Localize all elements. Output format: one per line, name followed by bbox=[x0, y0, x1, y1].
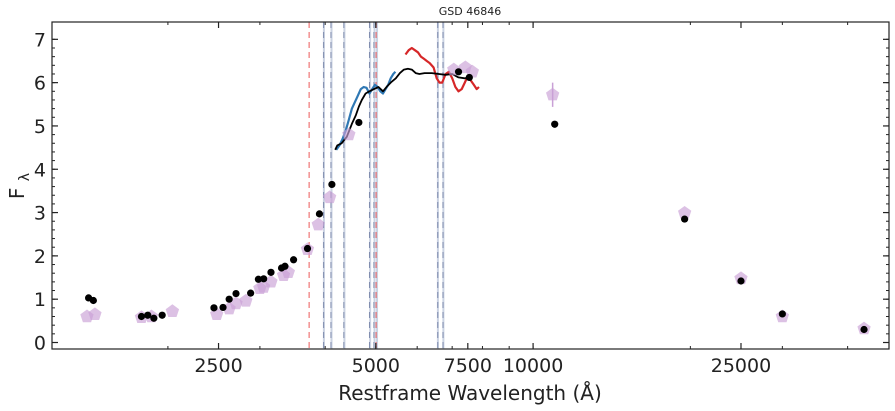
observed-point bbox=[247, 289, 255, 297]
observed-point bbox=[254, 275, 262, 283]
y-axis-label-group: F λ bbox=[5, 173, 33, 199]
line-band bbox=[376, 22, 379, 349]
model-point bbox=[264, 274, 278, 288]
observed-point bbox=[289, 256, 298, 264]
observed-point bbox=[210, 304, 218, 312]
observed-point bbox=[315, 210, 324, 218]
observed-point bbox=[778, 310, 786, 318]
y-tick-label: 6 bbox=[34, 73, 46, 95]
line-band bbox=[369, 22, 372, 349]
x-tick-label: 25000 bbox=[711, 355, 771, 377]
y-axis-ticks: 0 1 2 3 4 5 6 7 bbox=[34, 29, 889, 355]
svg-text:F λ: F λ bbox=[5, 173, 33, 199]
model-point bbox=[165, 304, 180, 317]
line-band bbox=[373, 22, 376, 349]
observed-point bbox=[232, 289, 240, 298]
chart-title: GSD 46846 bbox=[439, 5, 501, 18]
y-tick-label: 0 bbox=[34, 333, 46, 355]
x-axis-label: Restframe Wavelength (Å) bbox=[338, 381, 602, 405]
x-tick-label: 2500 bbox=[194, 355, 242, 377]
observed-point bbox=[860, 325, 868, 334]
y-axis-label-subscript: λ bbox=[17, 173, 33, 181]
line-band bbox=[343, 22, 346, 349]
observed-point bbox=[225, 295, 233, 303]
model-point bbox=[239, 293, 253, 307]
y-axis-label: F bbox=[5, 188, 29, 200]
plot-frame bbox=[51, 21, 890, 350]
model-point bbox=[546, 87, 560, 101]
observed-point bbox=[267, 268, 275, 276]
observed-point bbox=[219, 303, 227, 312]
y-tick-label: 2 bbox=[34, 246, 46, 268]
x-tick-label: 5000 bbox=[352, 355, 400, 377]
observed-point bbox=[737, 277, 745, 285]
y-tick-label: 5 bbox=[34, 116, 46, 138]
model-point bbox=[323, 190, 337, 204]
observed-photometry-group bbox=[84, 68, 868, 334]
y-tick-label: 4 bbox=[34, 159, 46, 181]
model-point bbox=[678, 206, 692, 219]
y-tick-label: 1 bbox=[34, 289, 46, 311]
observed-point bbox=[465, 73, 473, 82]
x-tick-label: 7500 bbox=[444, 355, 492, 377]
observed-point bbox=[681, 215, 689, 223]
red-dashed-lines bbox=[308, 22, 377, 349]
observed-point bbox=[150, 314, 158, 322]
observed-point bbox=[303, 244, 312, 253]
x-tick-label: 10000 bbox=[503, 355, 563, 377]
observed-point bbox=[355, 118, 363, 127]
observed-point bbox=[260, 275, 268, 283]
observed-point bbox=[281, 262, 289, 270]
observed-point bbox=[454, 68, 463, 76]
observed-point bbox=[137, 312, 146, 321]
observed-point bbox=[144, 311, 152, 319]
model-point bbox=[88, 307, 102, 320]
observed-point bbox=[551, 120, 559, 128]
observed-point bbox=[158, 311, 166, 319]
model-point bbox=[311, 217, 325, 231]
model-point bbox=[342, 127, 356, 141]
y-tick-label: 7 bbox=[34, 29, 46, 51]
observed-point bbox=[89, 296, 97, 305]
y-tick-label: 3 bbox=[34, 203, 46, 225]
model-continuum-line bbox=[334, 67, 469, 151]
x-axis-ticks: 2500 5000 7500 10000 25000 bbox=[167, 22, 849, 377]
observed-point bbox=[328, 180, 336, 189]
